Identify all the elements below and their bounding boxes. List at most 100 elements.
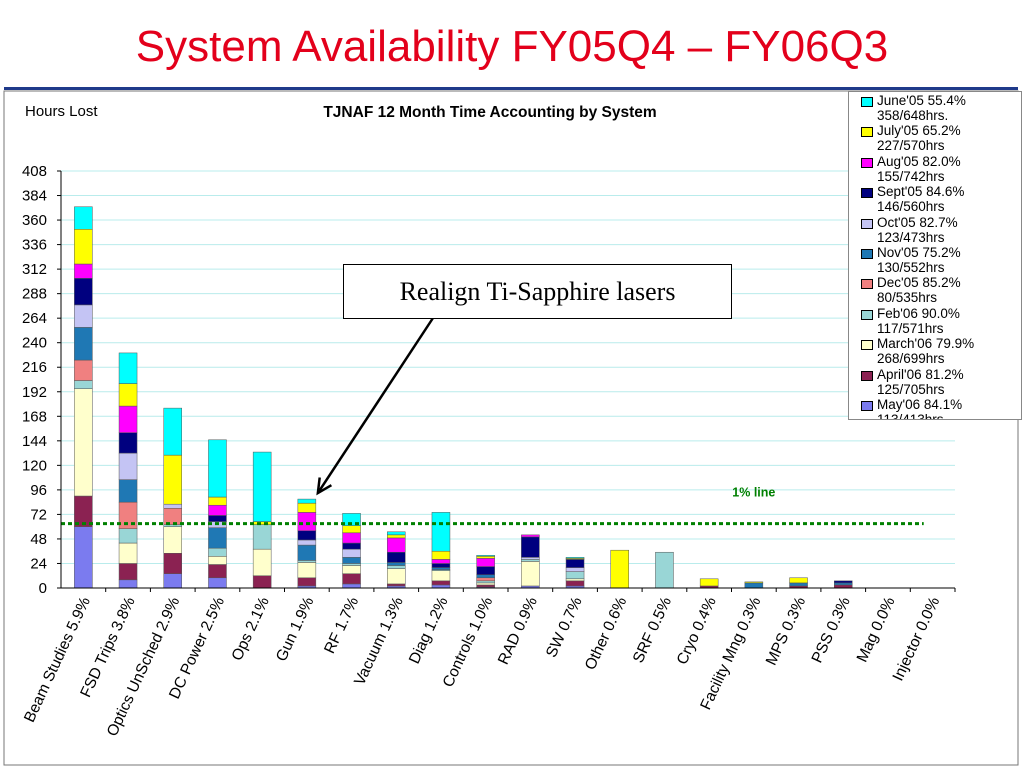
y-tick-label: 192 — [22, 384, 47, 401]
bar-segment — [297, 577, 317, 587]
bar-segment — [565, 571, 585, 580]
bar-segment — [118, 383, 138, 407]
bar-segment — [387, 551, 406, 563]
bar-segment — [431, 559, 451, 564]
bar-segment — [252, 451, 272, 522]
bar-segment — [521, 536, 540, 558]
bar-segment — [476, 574, 495, 579]
y-tick-label: 216 — [22, 359, 47, 376]
y-tick-label: 384 — [22, 188, 47, 205]
y-axis-label: Hours Lost — [25, 103, 98, 120]
y-tick-label: 264 — [22, 310, 47, 327]
y-tick-label: 72 — [30, 506, 47, 523]
bar-segment — [699, 578, 719, 587]
legend-item: Sept'05 84.6% 146/560hrs — [849, 183, 1021, 214]
legend-label: July'05 65.2% 227/570hrs — [877, 123, 961, 154]
bar-segment — [744, 582, 764, 589]
legend-label: June'05 55.4% 358/648hrs. — [877, 93, 966, 123]
bar-segment — [74, 229, 93, 265]
bar-segment — [208, 577, 227, 589]
bar-segment — [387, 568, 406, 585]
annotation-callout: Realign Ti-Sapphire lasers — [343, 264, 732, 319]
bar-segment — [431, 580, 451, 586]
bar-segment — [74, 206, 93, 230]
legend-swatch — [861, 370, 873, 381]
y-tick-label: 312 — [22, 261, 47, 278]
legend-swatch — [861, 400, 873, 411]
y-tick-label: 336 — [22, 237, 47, 254]
bar-segment — [297, 512, 317, 532]
slide-title: System Availability FY05Q4 – FY06Q3 — [135, 22, 889, 71]
bar-segment — [431, 567, 451, 570]
bar-segment — [208, 564, 227, 579]
annotation-arrowhead — [316, 477, 333, 496]
bar-segment — [208, 527, 227, 549]
bar-segment — [565, 578, 585, 582]
y-tick-label: 0 — [39, 580, 47, 597]
bar-segment — [789, 577, 808, 584]
bar-segment — [342, 573, 361, 585]
bar-segment — [476, 584, 495, 588]
bar-segment — [297, 562, 317, 579]
bar-segment — [118, 352, 138, 384]
bar-segment — [565, 559, 585, 568]
bar-segment — [655, 551, 674, 589]
bar-segment — [610, 549, 629, 589]
bar-segment — [342, 542, 361, 550]
bar-segment — [565, 557, 585, 559]
bar-segment — [163, 526, 182, 554]
y-tick-label: 360 — [22, 212, 47, 229]
legend-swatch — [861, 309, 873, 320]
legend-item: Oct'05 82.7% 123/473hrs — [849, 214, 1021, 245]
bar-segment — [118, 432, 138, 454]
legend-item: Aug'05 82.0% 155/742hrs — [849, 153, 1021, 184]
bar-segment — [208, 439, 227, 498]
bar-segment — [74, 263, 93, 279]
legend-label: Nov'05 75.2% 130/552hrs — [877, 244, 961, 275]
bar-segment — [297, 544, 317, 561]
bar-segment — [476, 580, 495, 584]
bar-segment — [74, 388, 93, 497]
bar-segment — [387, 562, 406, 566]
legend-swatch — [861, 127, 873, 138]
bar-segment — [297, 539, 317, 546]
bar-segment — [834, 580, 853, 584]
legend-label: April'06 81.2% 125/705hrs — [877, 366, 964, 397]
y-tick-label: 24 — [30, 555, 47, 572]
bar-segment — [163, 454, 182, 505]
legend-item: April'06 81.2% 125/705hrs — [849, 366, 1021, 397]
bar-segment — [208, 504, 227, 516]
bar-segment — [118, 452, 138, 480]
bar-segment — [118, 528, 138, 544]
bar-segment — [387, 534, 406, 539]
legend-label: Oct'05 82.7% 123/473hrs — [877, 214, 958, 245]
bar-segment — [163, 407, 182, 456]
bar-segment — [387, 537, 406, 553]
legend-item: Nov'05 75.2% 130/552hrs — [849, 244, 1021, 275]
bar-segment — [342, 532, 361, 544]
bar-segment — [297, 560, 317, 563]
bar-segment — [342, 525, 361, 534]
y-tick-label: 48 — [30, 531, 47, 548]
bar-segment — [118, 542, 138, 564]
bar-segment — [476, 582, 495, 586]
bar-segment — [74, 380, 93, 389]
bar-segment — [208, 515, 227, 522]
bar-segment — [252, 521, 272, 525]
bar-segment — [431, 550, 451, 560]
bar-segment — [118, 405, 138, 433]
bar-segment — [297, 530, 317, 541]
bar-segment — [252, 548, 272, 576]
y-tick-label: 240 — [22, 335, 47, 352]
bar-segment — [297, 502, 317, 513]
title-rule — [4, 87, 1018, 90]
bar-segment — [431, 570, 451, 582]
bar-segment — [74, 359, 93, 381]
legend-swatch — [861, 279, 873, 290]
bar-segment — [74, 278, 93, 306]
bar-segment — [208, 556, 227, 565]
bar-segment — [744, 581, 764, 584]
y-tick-label: 288 — [22, 286, 47, 303]
bar-segment — [118, 563, 138, 581]
bar-segment — [521, 561, 540, 587]
